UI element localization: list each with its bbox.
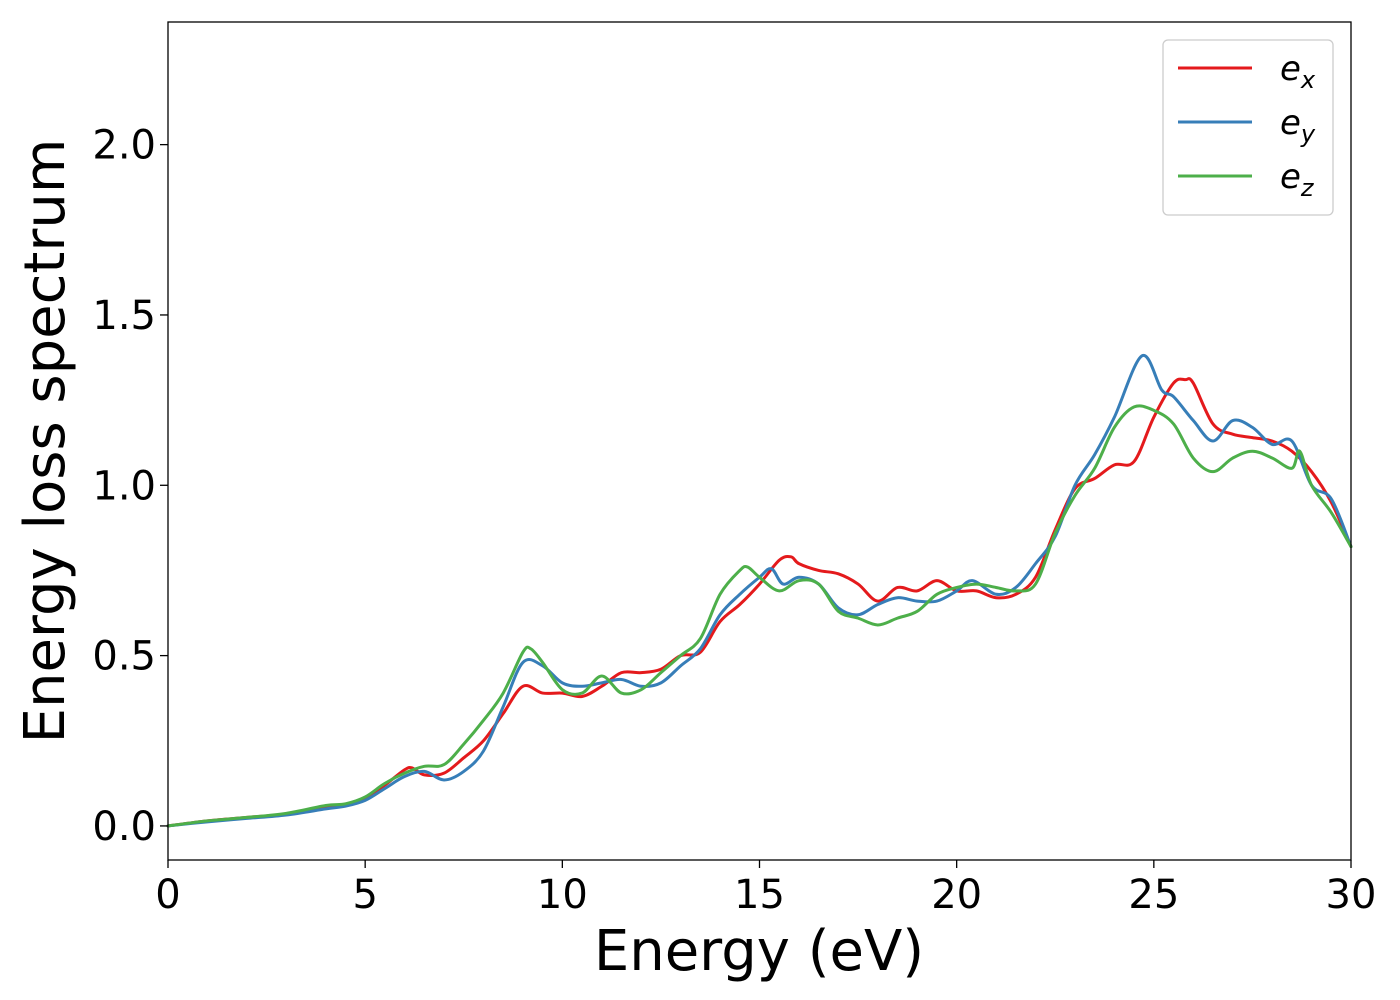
x-tick-label: 15 <box>734 872 785 918</box>
axes-layer: 0 5 10 15 20 25 30 0.0 0.5 1.0 1.5 2.0 <box>92 21 1377 918</box>
plot-area <box>168 22 1351 860</box>
x-tick-label: 25 <box>1128 872 1179 918</box>
x-tick-label: 5 <box>352 872 377 918</box>
y-tick-label: 0.0 <box>92 804 156 850</box>
y-axis-title: Energy loss spectrum <box>13 139 78 744</box>
plot-background <box>168 22 1351 860</box>
series-line-e_z <box>166 404 1353 828</box>
y-tick-label: 2.0 <box>92 123 156 169</box>
legend: ex ey ez <box>1162 39 1334 216</box>
legend-box <box>1162 39 1334 216</box>
x-tick-label: 0 <box>155 872 180 918</box>
x-axis-title: Energy (eV) <box>594 919 924 984</box>
legend-label-e_z: ez <box>1280 157 1315 202</box>
x-tick-label: 20 <box>931 872 982 918</box>
series-line-e_x <box>166 377 1353 828</box>
y-tick-label: 1.5 <box>92 293 156 339</box>
series-layer <box>166 354 1353 828</box>
y-tick-label: 1.0 <box>92 463 156 509</box>
x-tick-label: 10 <box>537 872 588 918</box>
legend-label-e_x: ex <box>1280 49 1316 94</box>
x-tick-label: 30 <box>1326 872 1377 918</box>
series-line-e_y <box>166 354 1353 828</box>
y-tick-label: 0.5 <box>92 634 156 680</box>
legend-label-e_y: ey <box>1280 103 1316 148</box>
